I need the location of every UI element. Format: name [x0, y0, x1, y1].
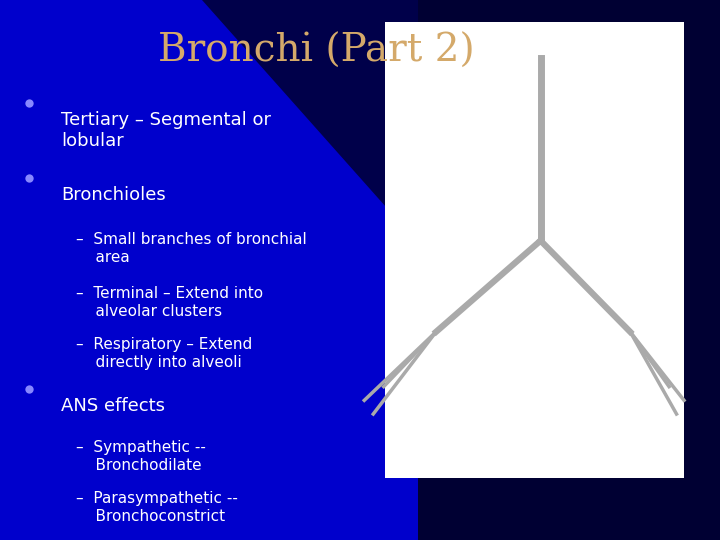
Polygon shape — [202, 0, 720, 540]
Text: –  Respiratory – Extend
    directly into alveoli: – Respiratory – Extend directly into alv… — [76, 338, 252, 370]
Text: –  Parasympathetic --
    Bronchoconstrict: – Parasympathetic -- Bronchoconstrict — [76, 491, 238, 524]
FancyBboxPatch shape — [385, 22, 684, 478]
Text: –  Small branches of bronchial
    area: – Small branches of bronchial area — [76, 232, 306, 265]
FancyBboxPatch shape — [418, 0, 720, 540]
Text: Bronchi (Part 2): Bronchi (Part 2) — [158, 33, 475, 70]
Text: Tertiary – Segmental or
lobular: Tertiary – Segmental or lobular — [61, 111, 271, 150]
Text: –  Sympathetic --
    Bronchodilate: – Sympathetic -- Bronchodilate — [76, 440, 205, 473]
Text: –  Terminal – Extend into
    alveolar clusters: – Terminal – Extend into alveolar cluste… — [76, 286, 263, 319]
Text: Bronchioles: Bronchioles — [61, 186, 166, 204]
Text: ANS effects: ANS effects — [61, 397, 165, 415]
